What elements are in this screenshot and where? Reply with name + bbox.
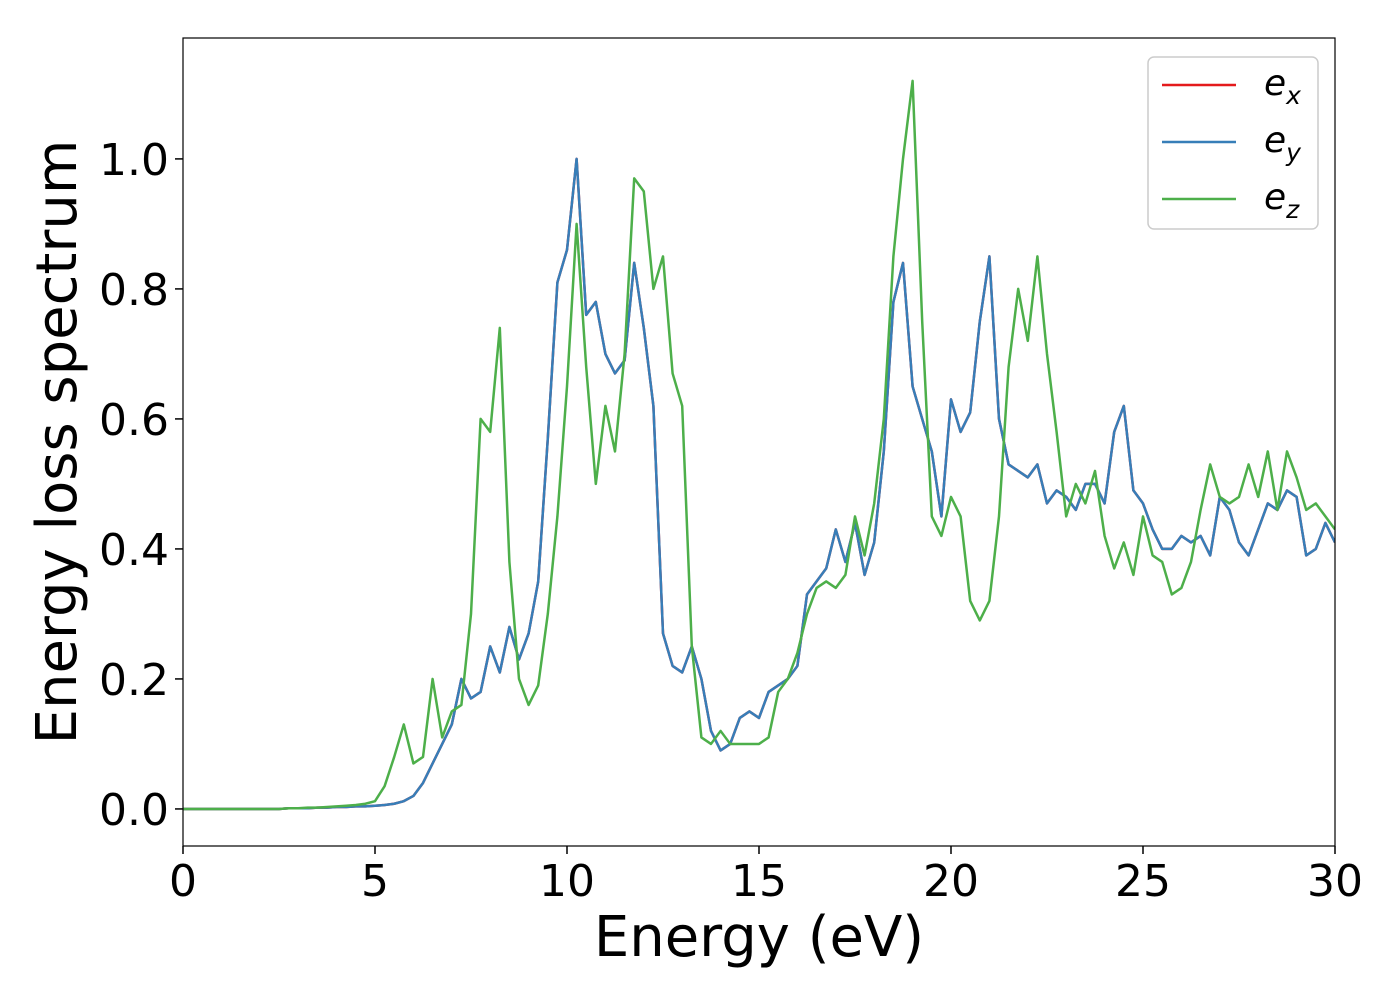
y-tick-label: 0.8: [99, 265, 169, 316]
y-axis-label: Energy loss spectrum: [25, 140, 90, 745]
x-tick-label: 25: [1115, 856, 1171, 907]
x-axis-label: Energy (eV): [594, 905, 924, 970]
series-line: [183, 157, 1335, 811]
y-tick-label: 0.2: [99, 655, 169, 706]
series-line: [183, 157, 1335, 811]
legend-label: ey: [1264, 120, 1302, 167]
x-tick-label: 0: [169, 856, 197, 907]
x-tick-label: 10: [539, 856, 595, 907]
y-tick-label: 0.4: [99, 525, 169, 576]
legend-label: ez: [1264, 177, 1300, 224]
y-tick-label: 0.0: [99, 785, 169, 836]
y-tick-label: 0.6: [99, 395, 169, 446]
series-line: [183, 79, 1335, 811]
x-tick-label: 5: [361, 856, 389, 907]
y-tick-label: 1.0: [99, 135, 169, 186]
legend-label: ex: [1264, 63, 1301, 110]
x-tick-label: 30: [1307, 856, 1363, 907]
x-tick-label: 20: [923, 856, 979, 907]
plot-frame: [182, 37, 1336, 847]
x-tick-label: 15: [731, 856, 787, 907]
